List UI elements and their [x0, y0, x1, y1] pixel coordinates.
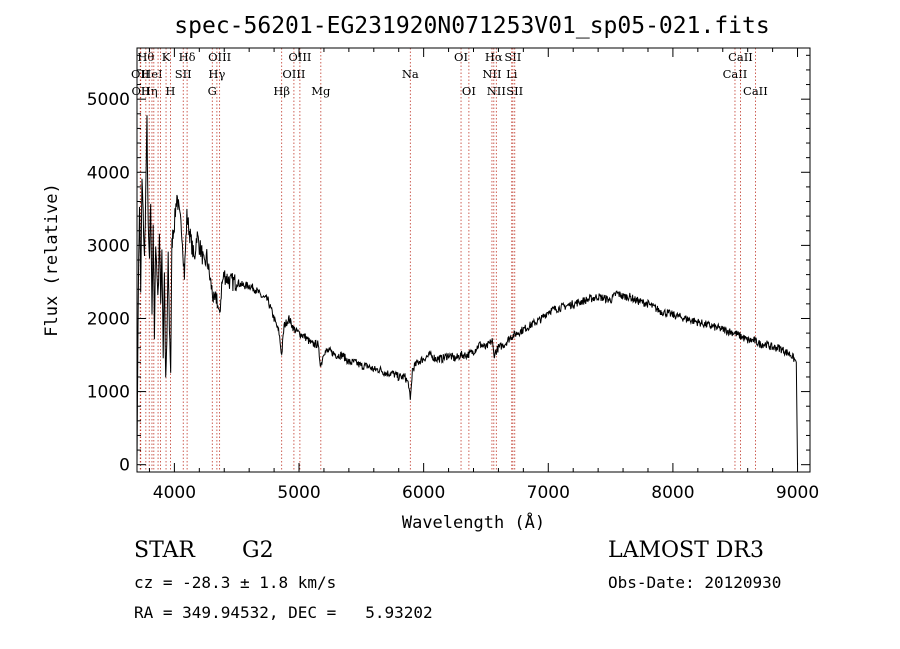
y-tick-label: 1000	[87, 383, 130, 403]
line-label: Hδ	[179, 50, 196, 64]
line-label: K	[162, 50, 171, 64]
line-label: H	[165, 84, 175, 98]
observation-date: Obs-Date: 20120930	[608, 573, 782, 592]
line-label: Hθ	[137, 50, 154, 64]
x-tick-label: 5000	[277, 483, 320, 503]
line-label: OI	[454, 50, 468, 64]
plot-frame	[136, 47, 811, 473]
x-tick-label: 4000	[153, 483, 196, 503]
line-label: NII	[487, 84, 506, 98]
line-label: CaII	[743, 84, 768, 98]
y-tick-label: 4000	[87, 163, 130, 183]
line-label: HeI	[141, 67, 162, 81]
line-label: Mg	[311, 84, 331, 98]
redshift-cz: cz = -28.3 ± 1.8 km/s	[134, 573, 337, 592]
survey-name: LAMOST DR3	[608, 538, 764, 563]
x-tick-label: 6000	[402, 483, 445, 503]
line-label: OI	[462, 84, 476, 98]
line-label: Li	[506, 67, 518, 81]
line-label: Hη	[141, 84, 158, 98]
line-label: Hβ	[273, 84, 290, 98]
emission-line-markers: OIIOIIHθHηHeIKHSIIHδGHγOIIIHβOIIIOIIIMgN…	[131, 48, 768, 472]
line-label: Hα	[485, 50, 503, 64]
y-tick-label: 2000	[87, 309, 130, 329]
x-tick-label: 9000	[776, 483, 819, 503]
line-label: OII	[131, 84, 150, 98]
x-axis-label: Wavelength (Å)	[402, 511, 545, 533]
chart-title: spec-56201-EG231920N071253V01_sp05-021.f…	[174, 13, 769, 39]
y-tick-label: 0	[119, 456, 130, 476]
x-tick-label: 7000	[527, 483, 570, 503]
line-label: NII	[482, 67, 501, 81]
y-tick-label: 5000	[87, 90, 130, 110]
line-label: G	[208, 84, 217, 98]
line-label: CaII	[728, 50, 753, 64]
object-class: STAR	[134, 538, 195, 563]
line-label: SII	[175, 67, 192, 81]
spectral-subclass: G2	[242, 538, 274, 563]
line-label: SII	[506, 84, 523, 98]
y-tick-label: 3000	[87, 236, 130, 256]
line-label: OII	[131, 67, 150, 81]
line-label: Na	[402, 67, 419, 81]
line-label: OIII	[282, 67, 305, 81]
y-axis-label: Flux (relative)	[42, 183, 62, 337]
line-label: OIII	[208, 50, 231, 64]
line-label: CaII	[723, 67, 748, 81]
axis-ticks: 4000 5000 6000 7000 8000 9000 0 1000 2000 3000 400…	[87, 48, 819, 503]
line-label: SII	[504, 50, 521, 64]
line-label: Hγ	[208, 67, 225, 81]
ra-dec-coordinates: RA = 349.94532, DEC = 5.93202	[134, 603, 433, 622]
x-tick-label: 8000	[651, 483, 694, 503]
flux-series-line	[136, 115, 798, 465]
line-label: OIII	[288, 50, 311, 64]
